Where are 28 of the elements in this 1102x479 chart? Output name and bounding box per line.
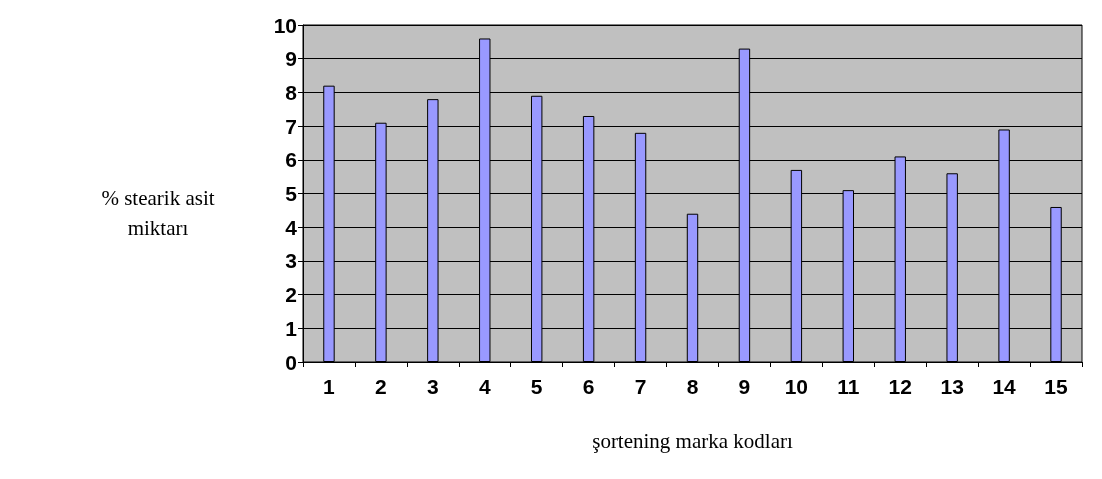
x-tick-label: 9 [738,375,751,398]
x-tick-label: 10 [784,375,809,398]
y-tick-label: 5 [285,182,298,205]
y-tick-label: 6 [285,148,297,172]
x-tick-label: 6 [582,375,595,398]
x-axis-title: şortening marka kodları [592,428,793,453]
y-tick-label: 3 [285,249,297,273]
y-axis-title: % stearik asit miktarı [101,186,215,240]
y-tick-label: 1 [285,316,298,340]
y-tick-label: 10 [273,13,297,37]
x-tick-label: 5 [530,375,543,398]
x-tick-label: 7 [634,375,647,398]
x-tick-label: 11 [837,375,860,398]
x-tick-label: 4 [478,375,491,398]
x-tick-label: 14 [992,375,1017,398]
y-tick-label: 4 [285,215,298,239]
y-tick-label: 9 [285,47,297,71]
y-tick-label: 2 [285,283,297,307]
x-tick-label: 1 [323,375,336,398]
x-tick-label: 3 [426,375,439,398]
y-tick-label: 0 [285,350,297,374]
x-tick-label: 8 [686,375,699,398]
x-tick-label: 13 [940,375,964,398]
x-tick-label: 2 [375,375,387,398]
y-tick-label: 8 [285,80,298,104]
x-tick-label: 12 [888,375,912,398]
y-tick-label: 7 [285,114,297,138]
x-tick-label: 15 [1044,375,1069,398]
